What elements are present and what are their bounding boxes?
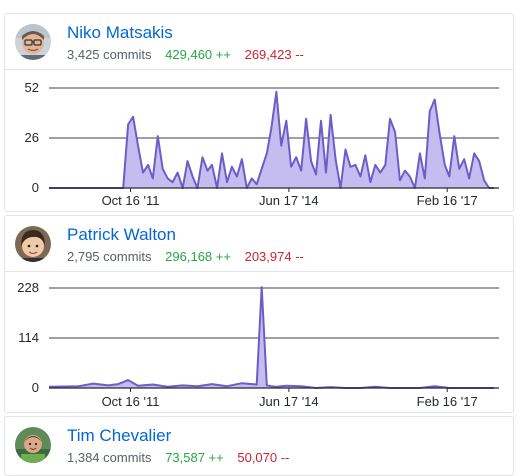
x-tick-label: Jun 17 '14 [259,394,319,409]
x-tick-label: Jun 17 '14 [259,193,319,208]
y-tick-label: 114 [18,330,39,345]
contributor-name-link[interactable]: Patrick Walton [67,225,176,244]
user-avatar-dark-hair-icon [15,226,51,262]
x-tick-label: Oct 16 '11 [102,394,160,409]
contributor-card: Patrick Walton 2,795 commits 296,168 ++ … [4,215,514,413]
x-tick-label: Feb 16 '17 [417,193,478,208]
avatar[interactable] [15,427,51,463]
additions-count: 73,587 ++ [165,450,224,465]
contributor-header: Patrick Walton 2,795 commits 296,168 ++ … [5,216,513,272]
contributor-card: Tim Chevalier 1,384 commits 73,587 ++ 50… [4,416,514,476]
y-tick-label: 52 [25,80,39,95]
y-tick-label: 0 [32,380,39,395]
y-tick-label: 228 [17,280,39,295]
user-avatar-green-icon [15,427,51,463]
contributor-header: Niko Matsakis 3,425 commits 429,460 ++ 2… [5,14,513,70]
area-fill [49,91,494,188]
contributor-name-link[interactable]: Niko Matsakis [67,23,173,42]
x-tick-label: Oct 16 '11 [102,193,160,208]
user-avatar-glasses-icon [15,24,51,60]
contributor-card: Niko Matsakis 3,425 commits 429,460 ++ 2… [4,13,514,212]
contribution-chart: 0 26 52 Oct 16 '11 Jun 17 '14 Feb 16 '17 [25,80,499,208]
contributor-stats: 3,425 commits 429,460 ++ 269,423 -- [67,47,304,62]
additions-count: 296,168 ++ [165,249,231,264]
y-tick-label: 26 [25,130,39,145]
contributor-name-link[interactable]: Tim Chevalier [67,426,172,445]
deletions-count: 50,070 -- [237,450,290,465]
contribution-chart: 0 114 228 Oct 16 '11 Jun 17 '14 Feb 16 '17 [17,280,499,409]
contributor-header: Tim Chevalier 1,384 commits 73,587 ++ 50… [5,417,513,473]
contributor-stats: 2,795 commits 296,168 ++ 203,974 -- [67,249,304,264]
additions-count: 429,460 ++ [165,47,231,62]
avatar[interactable] [15,226,51,262]
commit-count[interactable]: 2,795 commits [67,249,152,264]
series-line [49,90,494,189]
deletions-count: 269,423 -- [244,47,304,62]
avatar[interactable] [15,24,51,60]
contributor-stats: 1,384 commits 73,587 ++ 50,070 -- [67,450,289,465]
commit-count[interactable]: 3,425 commits [67,47,152,62]
commit-count[interactable]: 1,384 commits [67,450,152,465]
y-tick-label: 0 [32,180,39,195]
deletions-count: 203,974 -- [244,249,304,264]
x-tick-label: Feb 16 '17 [417,394,478,409]
